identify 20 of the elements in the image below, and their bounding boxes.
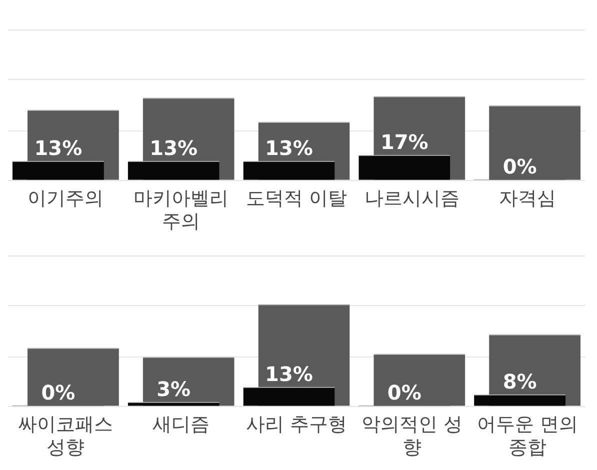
x-tick-label: 악의적인 성향 <box>361 414 462 459</box>
x-tick-label: 도덕적 이탈 <box>246 188 348 210</box>
x-tick-label: 나르시시즘 <box>364 188 460 210</box>
data-label: 0% <box>41 380 76 405</box>
x-tick-label: 마키아벨리 주의 <box>134 188 229 233</box>
data-label: 0% <box>387 380 422 405</box>
x-tick-label: 자격심 <box>498 188 556 210</box>
x-tick-label: 사리 추구형 <box>246 414 348 436</box>
data-label: 0% <box>502 154 537 179</box>
x-tick-label: 싸이코패스 성향 <box>18 414 114 459</box>
x-tick-label: 어두운 면의 종합 <box>476 414 578 459</box>
data-label: 13% <box>34 136 82 160</box>
data-label: 13% <box>150 136 198 160</box>
data-label: 17% <box>380 130 428 154</box>
data-label: 3% <box>156 377 191 402</box>
data-label: 13% <box>265 136 313 160</box>
data-label: 13% <box>265 362 313 386</box>
x-tick-label: 새디즘 <box>152 414 210 436</box>
x-tick-label: 이기주의 <box>28 188 104 210</box>
data-label: 8% <box>502 370 537 394</box>
